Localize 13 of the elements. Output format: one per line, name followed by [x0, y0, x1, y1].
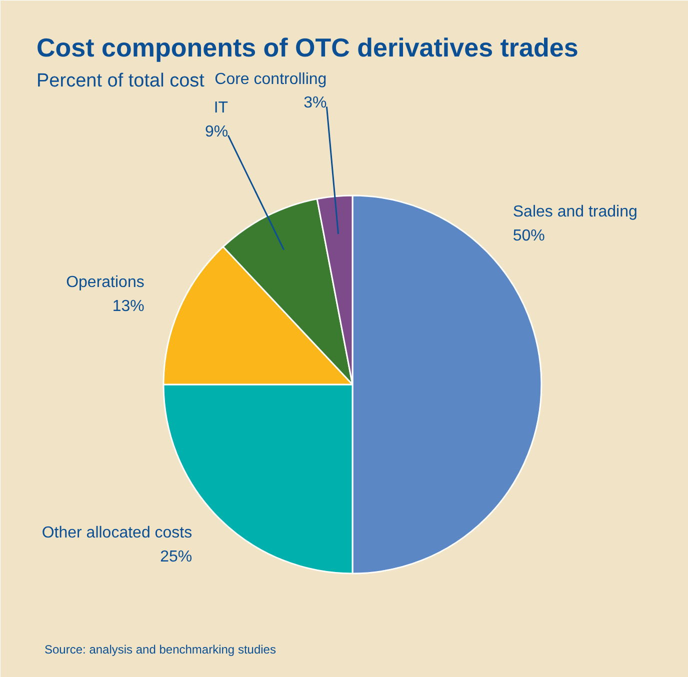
- slice-label: IT: [214, 100, 228, 117]
- data-label: 25%: [160, 548, 192, 566]
- chart-subtitle: Percent of total cost: [36, 70, 206, 92]
- chart-title: Cost components of OTC derivatives trades: [36, 32, 578, 62]
- slice-label: Sales and trading: [512, 204, 638, 221]
- source-note: Source: analysis and benchmarking studies: [44, 642, 276, 656]
- data-label: 13%: [112, 298, 144, 315]
- slice-label: Other allocated costs: [42, 524, 192, 542]
- data-label: 9%: [204, 123, 228, 140]
- data-label: 3%: [304, 94, 327, 112]
- slice-label: Core controlling: [214, 70, 327, 88]
- data-label: 50%: [512, 228, 545, 245]
- slice-label: Operations: [66, 274, 144, 292]
